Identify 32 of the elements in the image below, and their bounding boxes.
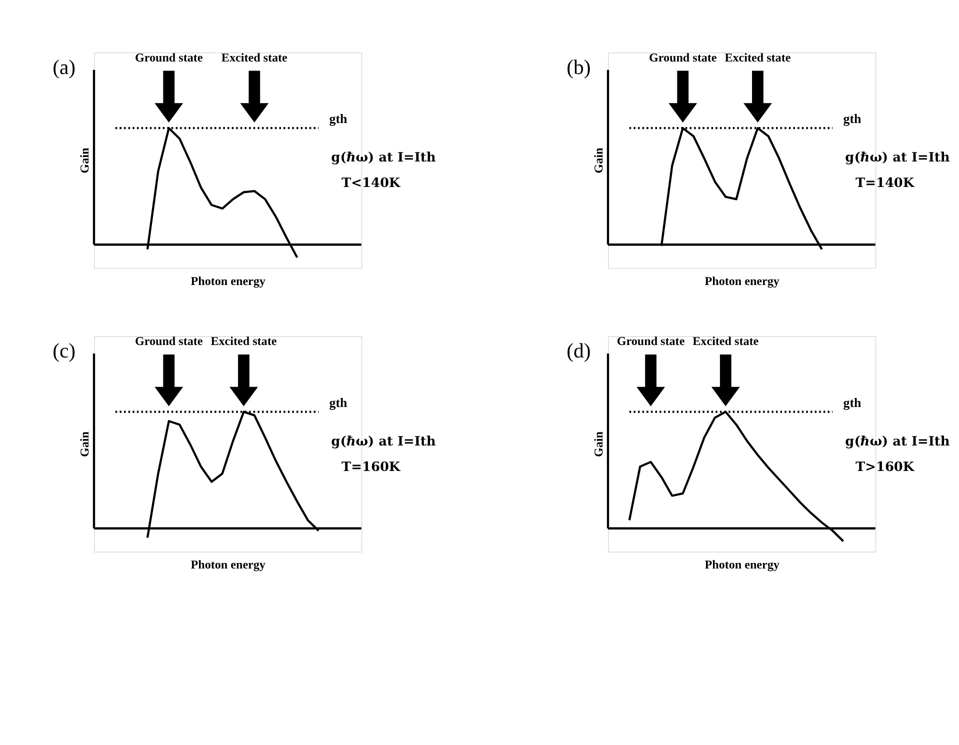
y-axis-title: Gain (77, 148, 92, 174)
annotation: g(ℏω) at I=Ith (331, 150, 436, 166)
text: (b) (566, 56, 591, 79)
ref-line-label: gth (329, 394, 348, 410)
text: Ground state (648, 50, 718, 64)
annotation: T=160K (342, 460, 401, 475)
text: Ground state (134, 50, 204, 64)
text: Ground state (616, 334, 686, 348)
x-axis-title: Photon energy (704, 558, 780, 572)
annotation: g(ℏω) at I=Ith (845, 150, 950, 166)
annotation: g(ℏω) at I=Ith (331, 434, 436, 450)
x-axis-title: Photon energy (190, 558, 266, 572)
text: Excited state (724, 50, 792, 64)
x-axis-title: Photon energy (190, 274, 266, 288)
y-axis-title: Gain (77, 431, 92, 458)
ref-line-label: gth (329, 111, 348, 126)
y-axis-title: Gain (591, 148, 606, 174)
text: Excited state (692, 334, 760, 348)
text: (a) (52, 56, 76, 79)
y-axis-title: Gain (591, 431, 606, 458)
text: Ground state (134, 334, 204, 348)
annotation: T>160K (856, 460, 915, 475)
text: Excited state (221, 50, 288, 64)
ref-line-label: gth (843, 111, 862, 126)
x-axis-title: Photon energy (704, 274, 780, 288)
text: Excited state (210, 334, 278, 348)
ref-line-label: gth (843, 394, 862, 410)
text: (c) (52, 340, 76, 363)
annotation: T=140K (856, 176, 915, 192)
annotation: T<140K (342, 176, 401, 192)
annotation: g(ℏω) at I=Ith (845, 434, 950, 450)
text: (d) (566, 340, 591, 363)
